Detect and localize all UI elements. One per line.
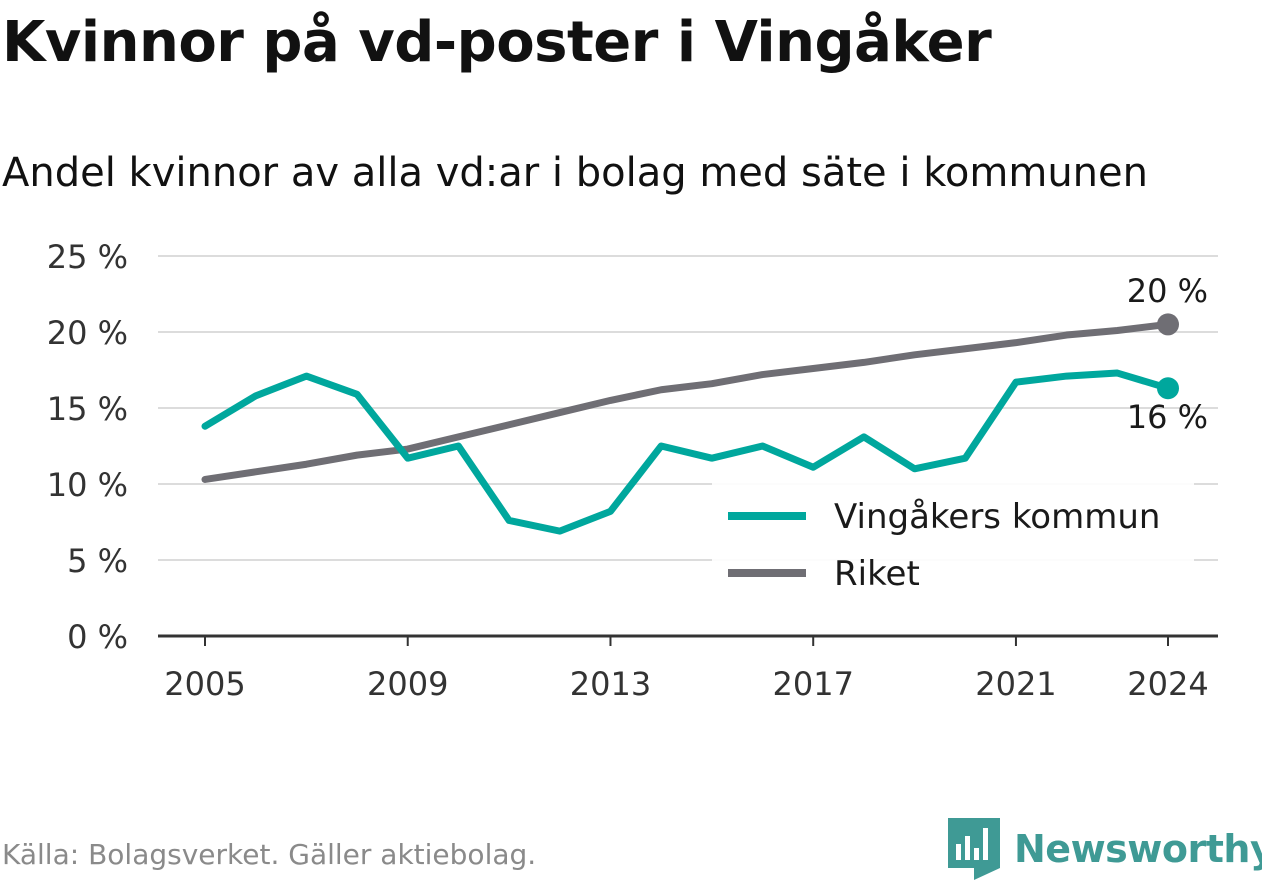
- legend-background: [712, 483, 1194, 603]
- y-axis-ticks: 0 % 5 % 10 % 15 % 20 % 25 %: [47, 238, 128, 656]
- chart-subtitle: Andel kvinnor av alla vd:ar i bolag med …: [2, 150, 1148, 196]
- brand-name: Newsworthy: [1014, 827, 1262, 871]
- end-labels: 20 % 16 %: [1127, 272, 1208, 436]
- series-end-point: [1157, 377, 1179, 400]
- end-label-riket: 20 %: [1127, 272, 1208, 310]
- legend-label: Vingåkers kommun: [834, 497, 1160, 537]
- x-tick-label: 2017: [772, 665, 853, 703]
- x-tick-label: 2009: [367, 665, 448, 703]
- x-tick-label: 2013: [570, 665, 651, 703]
- y-tick-label: 10 %: [47, 466, 128, 504]
- x-tick-label: 2021: [975, 665, 1056, 703]
- chart-title: Kvinnor på vd-poster i Vingåker: [2, 10, 992, 75]
- series-line: [201, 320, 1172, 483]
- series-line: [201, 369, 1172, 535]
- brand-logo: Newsworthy: [948, 818, 1262, 880]
- y-tick-label: 20 %: [47, 314, 128, 352]
- series-end-point: [1157, 313, 1179, 336]
- x-axis: 2005 2009 2013 2017 2021 2024: [158, 634, 1218, 703]
- legend: Vingåkers kommun Riket: [712, 483, 1194, 603]
- y-tick-label: 15 %: [47, 390, 128, 428]
- y-tick-label: 5 %: [67, 542, 128, 580]
- source-note: Källa: Bolagsverket. Gäller aktiebolag.: [2, 838, 537, 871]
- end-label-vingaker: 16 %: [1127, 398, 1208, 436]
- y-tick-label: 25 %: [47, 238, 128, 276]
- series-lines: [201, 313, 1179, 535]
- newsworthy-logo-icon: [948, 818, 1000, 880]
- legend-label: Riket: [834, 554, 920, 594]
- x-tick-label: 2024: [1127, 665, 1208, 703]
- y-tick-label: 0 %: [67, 618, 128, 656]
- x-tick-label: 2005: [164, 665, 245, 703]
